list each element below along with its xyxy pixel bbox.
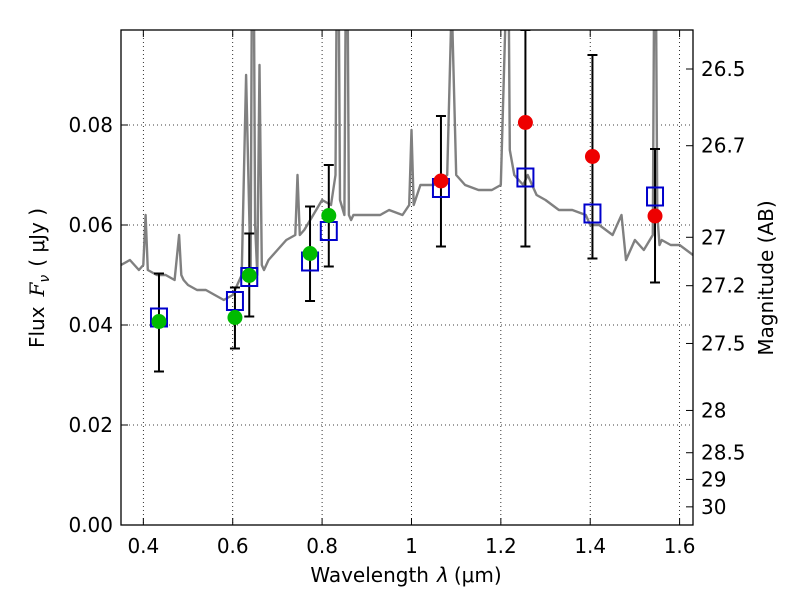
right-tick-label: 28 (701, 398, 726, 422)
plot-frame (120, 29, 694, 526)
y-tick-label: 0.04 (68, 313, 113, 337)
x-axis: 0.4 0.6 0.8 1 1.2 1.4 1.6 (127, 30, 696, 558)
y-axis-label-unit: ( μJy ) (25, 208, 49, 267)
nir-data-point (517, 115, 533, 130)
y-axis-label-symbol: F (25, 281, 49, 297)
model-photometry-point (583, 203, 602, 224)
marker-layer (149, 115, 665, 329)
spectrum-layer (121, 30, 693, 302)
x-tick-label: 0.8 (306, 534, 338, 558)
optical-data-point (302, 246, 318, 261)
nir-data-point (647, 208, 663, 224)
y-tick-label: 0.00 (68, 513, 113, 537)
optical-data-point (151, 314, 167, 329)
right-tick-label: 30 (701, 495, 726, 519)
right-tick-label: 27.5 (701, 331, 746, 355)
right-tick-label: 29 (701, 467, 726, 491)
y-axis-label-text: Flux (25, 306, 49, 348)
nir-data-point (433, 173, 449, 189)
right-tick-label: 26.5 (701, 57, 746, 81)
y-axis-label-right: Magnitude (AB) (754, 200, 778, 355)
right-tick-label: 28.5 (701, 441, 746, 465)
x-tick-label: 1.4 (574, 534, 606, 558)
model-photometry-point (516, 167, 535, 188)
y-axis-right: 26.5 26.7 27 27.2 27.5 28 28.529 30 (686, 57, 746, 519)
y-axis-left: 0.00 0.02 0.04 0.06 0.08 (68, 113, 128, 537)
y-tick-label: 0.06 (68, 213, 113, 237)
model-photometry-point (240, 267, 259, 287)
x-axis-label-unit: (μm) (454, 563, 502, 587)
x-tick-label: 1.6 (664, 534, 696, 558)
x-axis-label-text: Wavelength (310, 563, 429, 587)
y-axis-label-subscript: ν (37, 275, 53, 283)
right-tick-label: 27.2 (701, 274, 746, 298)
optical-data-point (241, 268, 257, 283)
x-tick-label: 1 (405, 534, 418, 558)
optical-data-point (321, 208, 337, 223)
optical-data-point (227, 310, 243, 325)
x-tick-label: 0.6 (217, 534, 249, 558)
nir-data-point (584, 149, 600, 164)
right-tick-label: 26.7 (701, 134, 746, 158)
x-axis-label-symbol: λ (436, 563, 449, 587)
x-tick-label: 0.4 (127, 534, 159, 558)
y-axis-label-left: Flux Fν ( μJy ) (25, 208, 53, 348)
x-tick-label: 1.2 (485, 534, 517, 558)
x-axis-label: Wavelength λ (μm) (310, 563, 501, 587)
y-tick-label: 0.08 (68, 113, 113, 137)
right-tick-label: 27 (701, 225, 726, 249)
y-tick-label: 0.02 (68, 413, 113, 437)
spectrum-line (121, 30, 693, 302)
model-photometry-point (646, 186, 665, 207)
plot-background (121, 30, 693, 525)
